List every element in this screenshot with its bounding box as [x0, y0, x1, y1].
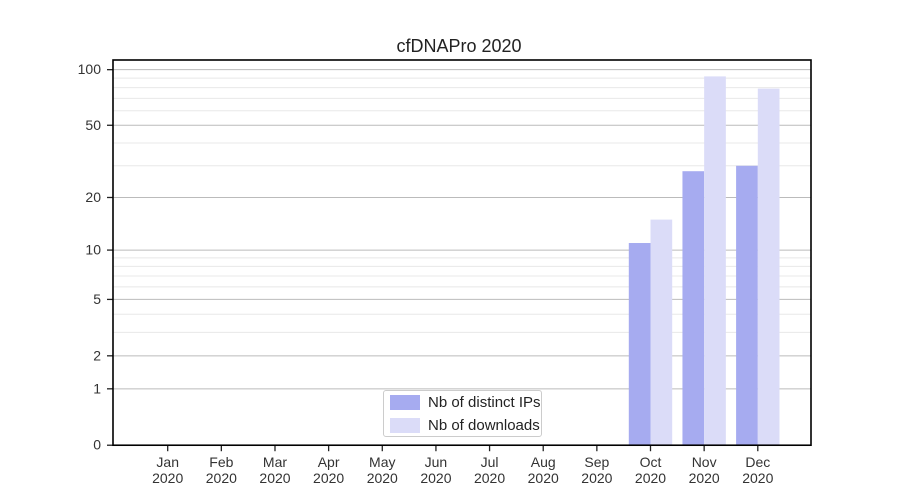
- svg-text:5: 5: [93, 291, 101, 307]
- svg-text:2020: 2020: [152, 470, 183, 486]
- svg-text:2020: 2020: [367, 470, 398, 486]
- svg-text:2020: 2020: [581, 470, 612, 486]
- svg-text:Dec: Dec: [745, 454, 770, 470]
- svg-text:Oct: Oct: [640, 454, 662, 470]
- svg-text:Jan: Jan: [156, 454, 179, 470]
- svg-text:2020: 2020: [528, 470, 559, 486]
- svg-text:2020: 2020: [635, 470, 666, 486]
- svg-text:Mar: Mar: [263, 454, 287, 470]
- svg-text:Sep: Sep: [584, 454, 609, 470]
- svg-text:2020: 2020: [689, 470, 720, 486]
- svg-text:50: 50: [85, 117, 101, 133]
- svg-text:20: 20: [85, 189, 101, 205]
- svg-text:Jun: Jun: [425, 454, 448, 470]
- svg-text:2020: 2020: [259, 470, 290, 486]
- svg-text:Aug: Aug: [531, 454, 556, 470]
- svg-text:100: 100: [78, 61, 102, 77]
- svg-text:May: May: [369, 454, 395, 470]
- svg-text:Jul: Jul: [481, 454, 499, 470]
- svg-text:2020: 2020: [474, 470, 505, 486]
- svg-text:Nov: Nov: [692, 454, 717, 470]
- svg-text:2020: 2020: [313, 470, 344, 486]
- svg-text:Feb: Feb: [209, 454, 233, 470]
- svg-text:0: 0: [93, 437, 101, 453]
- svg-text:Apr: Apr: [318, 454, 340, 470]
- svg-text:2: 2: [93, 347, 101, 363]
- svg-text:2020: 2020: [420, 470, 451, 486]
- svg-text:2020: 2020: [742, 470, 773, 486]
- svg-text:2020: 2020: [206, 470, 237, 486]
- svg-text:10: 10: [85, 242, 101, 258]
- svg-text:1: 1: [93, 380, 101, 396]
